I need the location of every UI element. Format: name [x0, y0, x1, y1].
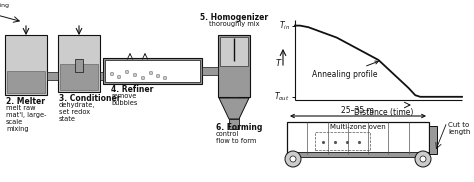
Bar — [58, 35, 100, 92]
Text: 4. Refiner: 4. Refiner — [111, 85, 154, 94]
Text: Distance (time): Distance (time) — [354, 108, 413, 117]
Text: Multi-zone oven: Multi-zone oven — [330, 124, 386, 130]
Text: dehydrate,
set redox
state: dehydrate, set redox state — [59, 102, 95, 122]
Text: melt raw
mat'l, large-
scale
mixing: melt raw mat'l, large- scale mixing — [6, 105, 46, 132]
Circle shape — [141, 76, 145, 80]
Bar — [230, 97, 238, 119]
Circle shape — [232, 37, 236, 41]
Bar — [7, 71, 45, 93]
Text: control
flow to form: control flow to form — [216, 131, 256, 144]
Circle shape — [117, 75, 121, 79]
Ellipse shape — [229, 56, 239, 60]
Circle shape — [415, 151, 431, 167]
Text: 25–35 m: 25–35 m — [341, 106, 374, 115]
Polygon shape — [219, 98, 249, 119]
Bar — [287, 122, 429, 154]
Text: 2. Melter: 2. Melter — [6, 97, 45, 106]
Text: 6. Forming: 6. Forming — [216, 123, 263, 132]
Circle shape — [110, 72, 114, 76]
Circle shape — [290, 156, 296, 162]
Bar — [100, 72, 103, 80]
Text: 5. Homogenizer: 5. Homogenizer — [200, 13, 268, 22]
Bar — [429, 126, 437, 154]
Bar — [5, 35, 47, 95]
Text: remove
bubbles: remove bubbles — [111, 93, 137, 106]
Bar — [202, 67, 218, 75]
Text: 3. Conditioner: 3. Conditioner — [59, 94, 120, 103]
Bar — [75, 59, 83, 72]
Polygon shape — [13, 63, 39, 71]
Bar — [287, 152, 429, 157]
Text: $T_{in}$: $T_{in}$ — [279, 19, 290, 32]
Circle shape — [133, 73, 137, 77]
Text: Annealing profile: Annealing profile — [312, 61, 378, 79]
Bar — [47, 72, 58, 80]
Text: $T$: $T$ — [275, 56, 283, 68]
Ellipse shape — [227, 35, 241, 43]
Bar — [218, 35, 250, 97]
Circle shape — [156, 74, 160, 78]
Circle shape — [420, 156, 426, 162]
Circle shape — [285, 151, 301, 167]
Bar — [105, 60, 200, 82]
Circle shape — [149, 71, 153, 75]
Circle shape — [163, 76, 167, 80]
Text: Shielding
gas: Shielding gas — [0, 3, 9, 14]
Bar — [220, 37, 248, 66]
Circle shape — [125, 70, 129, 74]
Bar — [103, 58, 202, 84]
Bar — [229, 117, 239, 129]
Text: $T_{out}$: $T_{out}$ — [274, 91, 290, 103]
Text: thoroughly mix: thoroughly mix — [209, 21, 259, 27]
Text: Cut to
length: Cut to length — [448, 122, 470, 135]
Bar — [60, 64, 98, 90]
Bar — [315, 132, 370, 150]
